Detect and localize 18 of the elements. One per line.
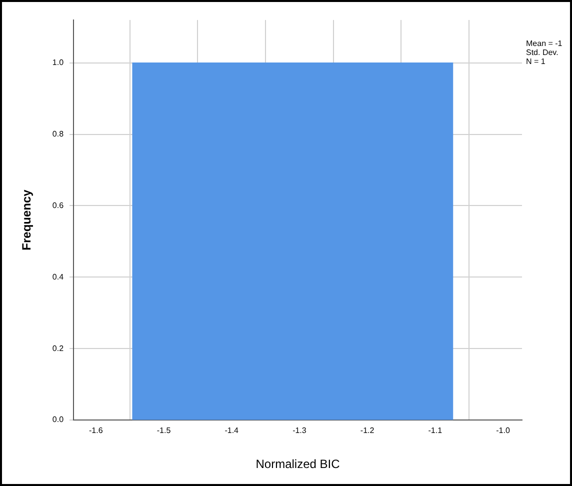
text: N = 1 — [526, 57, 546, 66]
x-tick-label: -1.3 — [292, 426, 307, 436]
text: Std. Dev. — [526, 48, 558, 58]
x-tick-label: -1.2 — [360, 426, 375, 436]
y-tick-label: 0.8 — [52, 129, 64, 138]
y-axis-title: Frequency — [20, 189, 34, 250]
y-tick-label: 0.6 — [52, 200, 64, 210]
y-tick-label: 0.0 — [52, 415, 64, 424]
y-tick-label: 0.2 — [52, 344, 64, 353]
text: Mean = -1 — [526, 39, 563, 48]
x-tick-label: -1.5 — [156, 426, 172, 436]
y-tick-label: 1.0 — [52, 58, 64, 68]
x-tick-label: -1.6 — [89, 426, 104, 436]
x-axis-title: Normalized BIC — [256, 457, 340, 472]
x-tick-label: -1.0 — [496, 426, 510, 436]
x-tick-label: -1.1 — [428, 426, 443, 436]
y-tick-label: 0.4 — [52, 272, 64, 282]
x-tick-label: -1.4 — [224, 426, 240, 436]
